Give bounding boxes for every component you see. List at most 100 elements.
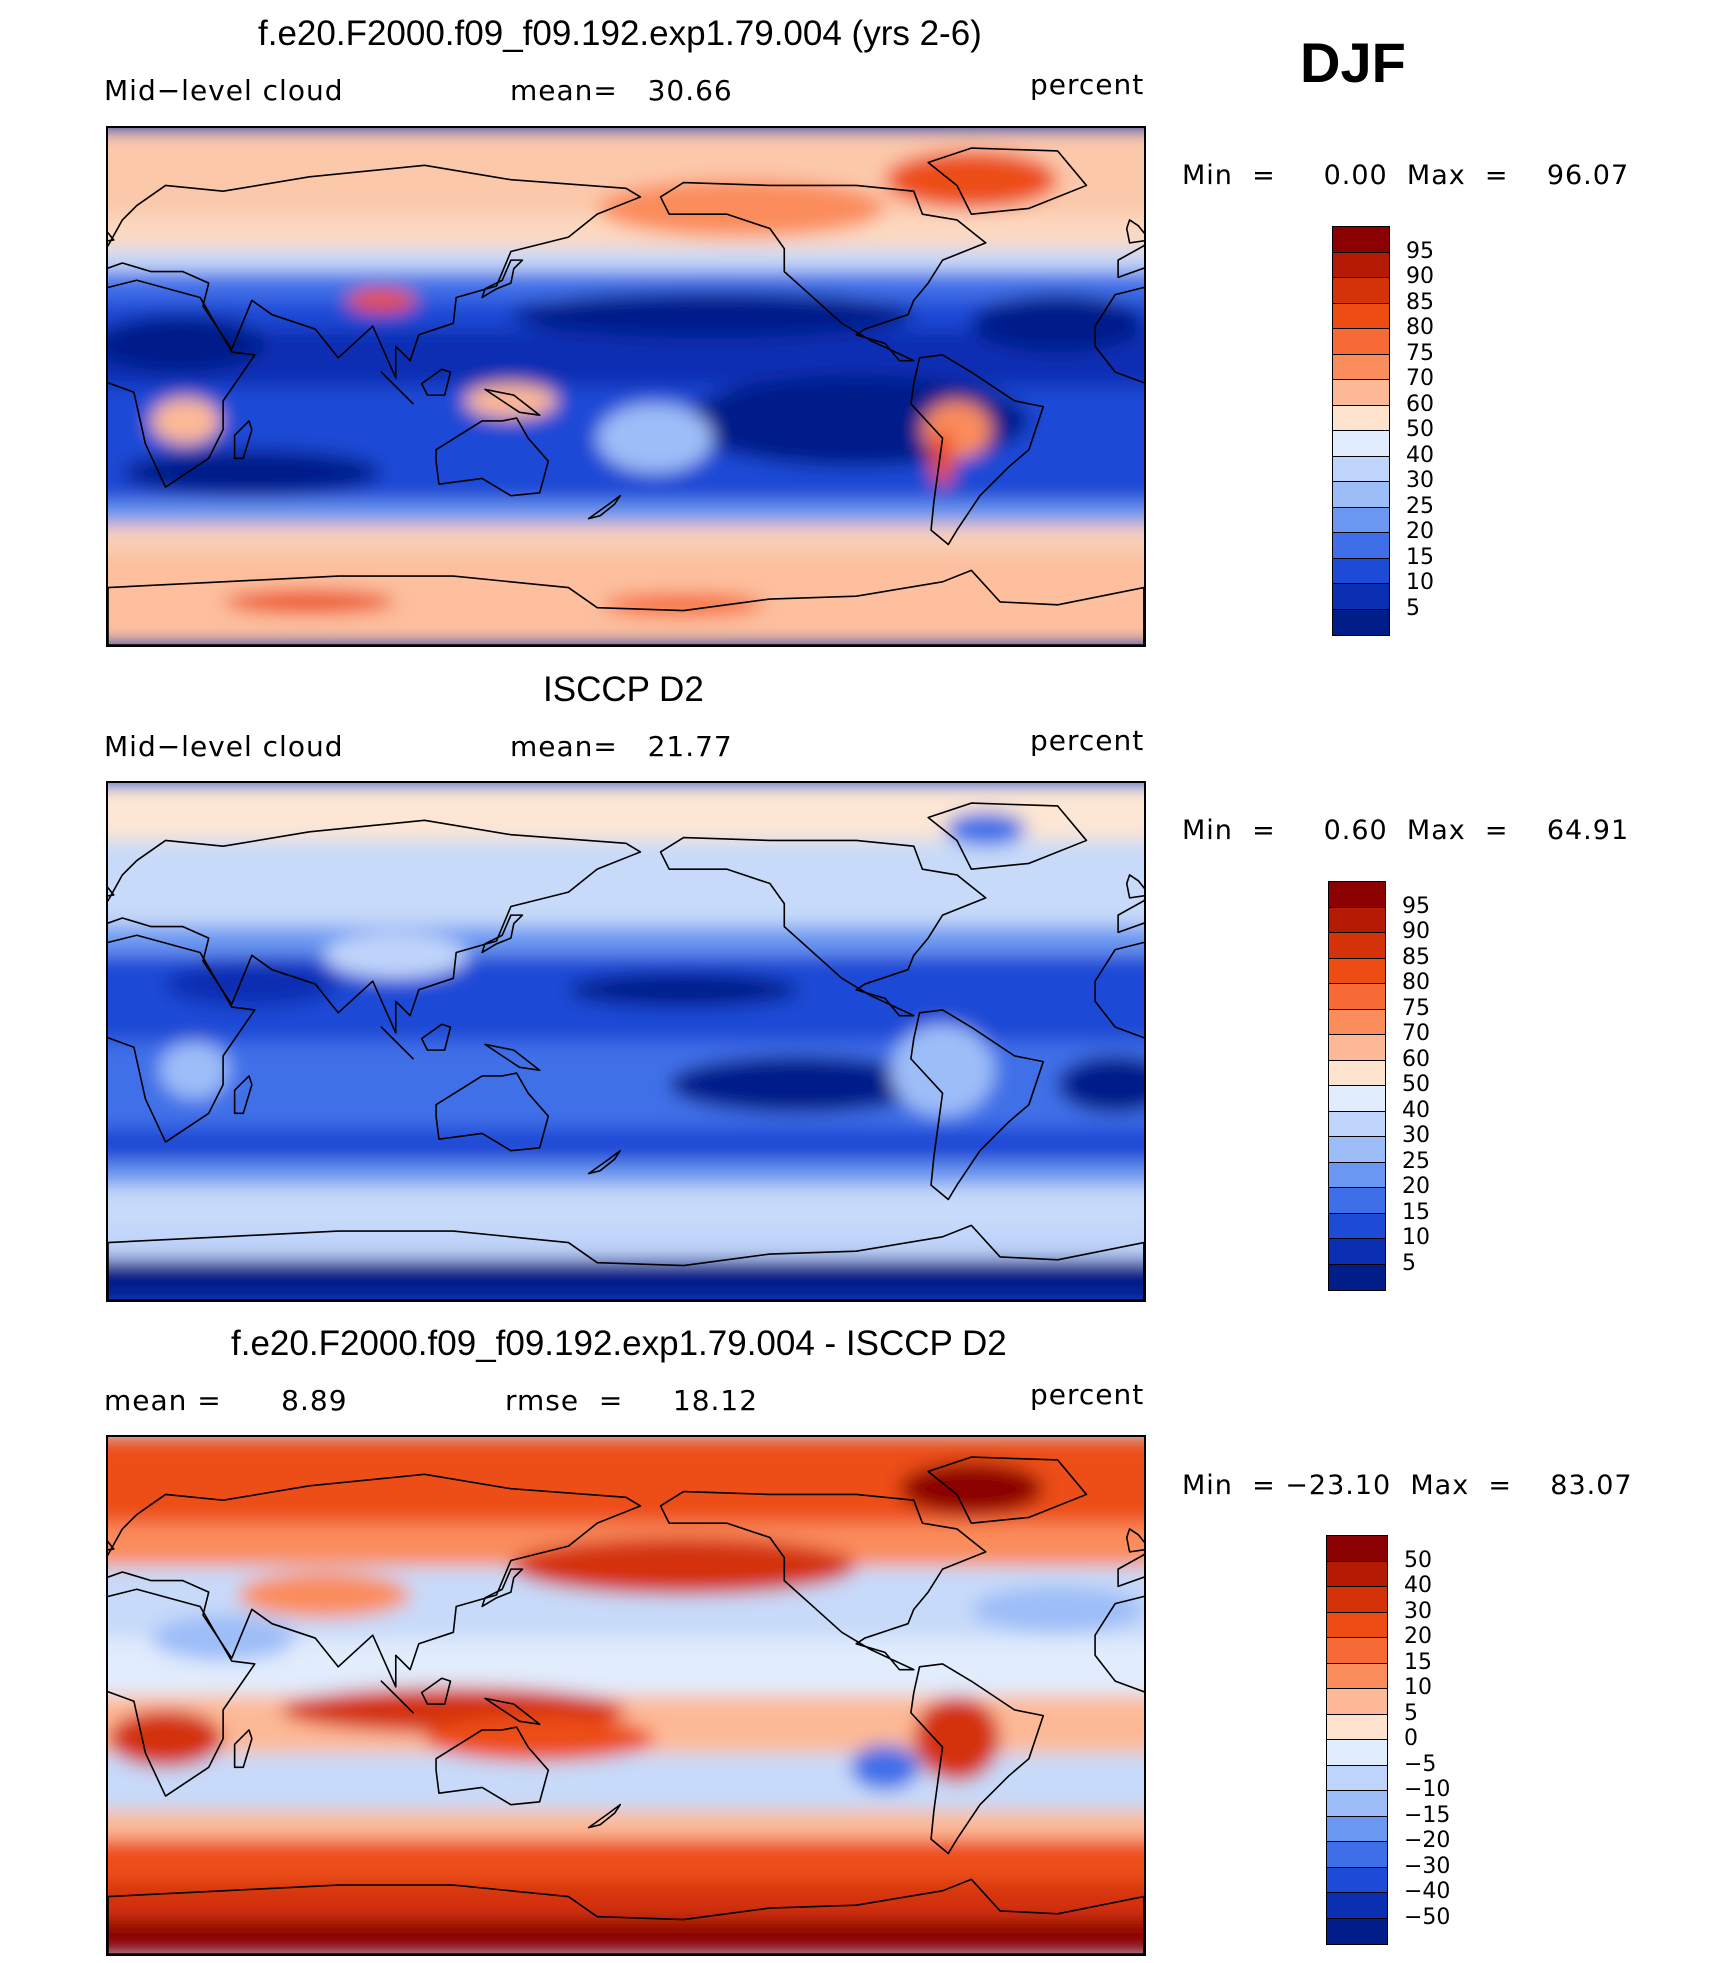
contour-anomaly [931, 429, 955, 488]
australia-outline [435, 1726, 550, 1806]
sumatra-outline [380, 371, 414, 405]
contour-anomaly [165, 961, 339, 1008]
africa-outline [108, 1588, 256, 1797]
contour-anomaly [151, 397, 221, 444]
africa-outline [1094, 941, 1144, 1039]
north-america-outline [659, 1490, 987, 1671]
new-guinea-outline [484, 1697, 541, 1726]
colorbar-tick-label: 15 [1404, 1649, 1432, 1675]
new-zealand-outline [587, 1803, 622, 1829]
colorbar-tick-label: 10 [1404, 1675, 1432, 1700]
colorbar-tick-label: 75 [1406, 340, 1434, 366]
colorbar-swatch [1327, 1612, 1387, 1638]
contour-anomaly [346, 288, 416, 312]
sumatra-outline [380, 1680, 414, 1714]
colorbar-tick-label: −15 [1404, 1802, 1451, 1828]
greenland-outline [927, 802, 1088, 870]
contour-anomaly [913, 1695, 1001, 1782]
colorbar-tick-label: 70 [1402, 1021, 1430, 1046]
eurasia-outline [108, 1473, 642, 1688]
contour-anomaly [510, 1537, 857, 1595]
colorbar-tick-label: 40 [1402, 1097, 1430, 1123]
contour-anomaly [945, 811, 1027, 847]
contour-anomaly [464, 383, 557, 419]
colorbar-tick-label: 85 [1402, 944, 1430, 970]
colorbar-tick-label: 10 [1406, 570, 1434, 595]
colorbar-swatch [1329, 1035, 1385, 1061]
colorbar-swatch [1333, 609, 1389, 635]
borneo-outline [420, 368, 452, 396]
panel-2-colorbar [1328, 881, 1386, 1291]
colorbar-tick-label: 30 [1404, 1598, 1432, 1624]
panel-2-units: percent [1030, 724, 1145, 757]
colorbar-tick-label: 40 [1404, 1573, 1432, 1598]
africa-outline [1094, 1595, 1144, 1693]
panel-3-colorbar [1326, 1535, 1388, 1945]
colorbar-tick-label: 10 [1402, 1225, 1430, 1250]
colorbar-tick-label: 20 [1404, 1624, 1432, 1649]
colorbar-swatch [1333, 507, 1389, 533]
panel-1-minmax: Min = 0.00 Max = 96.07 [1182, 160, 1630, 191]
north-america-outline [659, 181, 987, 362]
japan-outline [481, 1568, 524, 1608]
contour-anomaly [885, 150, 1058, 209]
panel-2-map [106, 781, 1146, 1302]
colorbar-swatch [1333, 431, 1389, 457]
colorbar-swatch [1327, 1587, 1387, 1613]
colorbar-tick-label: 90 [1406, 264, 1434, 289]
colorbar-swatch [1329, 1213, 1385, 1239]
colorbar-tick-label: 60 [1406, 391, 1434, 417]
panel-3-units: percent [1030, 1378, 1145, 1411]
contour-band [108, 1127, 1144, 1163]
contour-anomaly [108, 314, 267, 373]
colorbar-swatch [1333, 329, 1389, 355]
borneo-outline [420, 1023, 452, 1051]
colorbar-tick-label: −10 [1404, 1777, 1451, 1802]
contour-anomaly [122, 449, 382, 496]
antarctica-outline [108, 1878, 1144, 1954]
colorbar-swatch [1333, 354, 1389, 380]
britain-outline [108, 1540, 115, 1551]
colorbar-tick-label: −30 [1404, 1853, 1451, 1879]
contour-anomaly [971, 294, 1144, 353]
new-guinea-outline [484, 388, 541, 417]
colorbar-swatch [1327, 1638, 1387, 1664]
contour-anomaly [597, 403, 713, 473]
colorbar-tick-label: 15 [1402, 1199, 1430, 1225]
contour-anomaly [669, 1055, 929, 1114]
greenland-outline [927, 147, 1088, 215]
colorbar-swatch [1327, 1536, 1387, 1562]
north-america-outline [659, 836, 987, 1017]
south-america-outline [910, 1009, 1045, 1201]
borneo-outline [420, 1677, 452, 1705]
britain-outline [1125, 1528, 1144, 1553]
japan-outline [481, 259, 524, 299]
colorbar-swatch [1329, 1009, 1385, 1035]
colorbar-tick-label: 60 [1402, 1046, 1430, 1072]
colorbar-tick-label: −5 [1404, 1751, 1437, 1777]
colorbar-swatch [1327, 1816, 1387, 1842]
colorbar-tick-label: 5 [1404, 1700, 1418, 1726]
colorbar-swatch [1329, 1264, 1385, 1290]
contour-band [108, 926, 1144, 956]
colorbar-swatch [1329, 1137, 1385, 1163]
panel-2-mean: mean= 21.77 [510, 730, 733, 763]
contour-anomaly [510, 291, 914, 338]
colorbar-swatch [1333, 533, 1389, 559]
season-label: DJF [1300, 31, 1406, 94]
africa-outline [108, 279, 256, 488]
contour-band [108, 524, 1144, 554]
panel-3-minmax: Min = −23.10 Max = 83.07 [1182, 1470, 1633, 1501]
colorbar-swatch [1327, 1918, 1387, 1944]
colorbar-tick-label: 70 [1406, 366, 1434, 391]
britain-outline [1125, 219, 1144, 244]
colorbar-swatch [1329, 882, 1385, 908]
contour-anomaly [971, 1586, 1144, 1633]
australia-outline [435, 1072, 550, 1152]
contour-anomaly [151, 1615, 296, 1662]
contour-band [108, 1185, 1144, 1232]
contour-anomaly [850, 1744, 920, 1791]
panel-3-title: f.e20.F2000.f09_f09.192.exp1.79.004 - IS… [231, 1324, 1007, 1363]
colorbar-swatch [1333, 278, 1389, 304]
colorbar-swatch [1329, 958, 1385, 984]
